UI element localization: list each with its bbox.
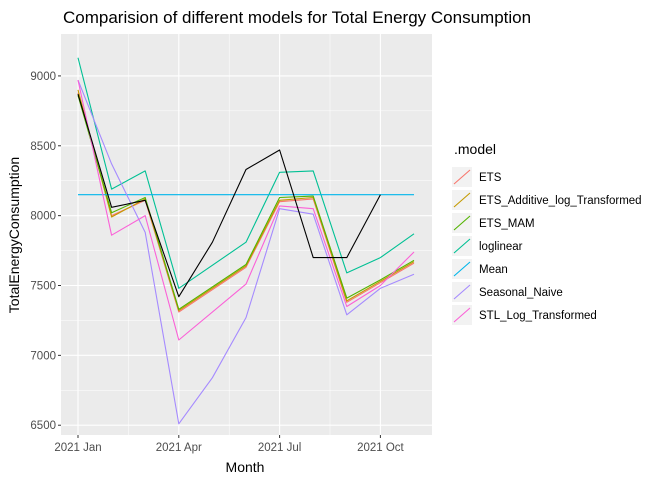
legend-label: loglinear [479,241,523,253]
legend-item-loglinear: loglinear [452,236,523,256]
legend-label: ETS_MAM [479,218,535,230]
y-tick-label: 6500 [30,420,56,432]
y-axis-title: TotalEnergyConsumption [6,157,22,313]
plot-panel [61,34,432,435]
legend-key-line [453,169,471,185]
chart-title: Comparision of different models for Tota… [63,8,531,27]
legend-label: ETS [479,172,502,184]
legend-item-ets: ETS [452,167,502,187]
legend-item-ets-additive-log-transformed: ETS_Additive_log_Transformed [452,190,642,210]
legend-title: .model [454,141,496,157]
legend-label: Seasonal_Naive [479,287,563,299]
series-line-stl-log-transformed [77,79,415,341]
legend-item-ets-mam: ETS_MAM [452,213,535,233]
x-tick-label: 2021 Jan [54,442,101,454]
x-tick-label: 2021 Apr [156,442,202,454]
legend: .model ETS ETS_Additive_log_Transformed ET… [452,141,642,325]
legend-label: STL_Log_Transformed [479,310,597,322]
series-line-seasonal-naive [77,79,415,425]
x-tick-label: 2021 Jul [258,442,301,454]
y-axis: 6500 7000 7500 8000 8500 9000 [30,71,61,432]
major-gridlines [61,34,432,435]
y-tick-label: 8500 [30,141,56,153]
y-tick-label: 7500 [30,280,56,292]
legend-key-line [453,215,471,231]
legend-item-stl-log-transformed: STL_Log_Transformed [452,305,597,325]
legend-item-seasonal-naive: Seasonal_Naive [452,282,563,302]
x-axis: 2021 Jan 2021 Apr 2021 Jul 2021 Oct [54,435,405,454]
legend-key-line [453,192,471,208]
actual-data-line [77,93,381,298]
legend-key-line [453,238,471,254]
x-tick-label: 2021 Oct [357,442,404,454]
legend-item-mean: Mean [452,259,508,279]
legend-label: ETS_Additive_log_Transformed [479,195,642,207]
y-tick-label: 8000 [30,211,56,223]
y-tick-label: 7000 [30,350,56,362]
series-line-ets-mam [77,95,415,310]
series-line-ets-additive-log-transformed [77,89,415,312]
series-lines [77,57,415,425]
y-tick-label: 9000 [30,71,56,83]
x-axis-title: Month [226,459,265,475]
legend-key-line [453,284,471,300]
legend-key-line [453,261,471,277]
legend-label: Mean [479,264,508,276]
series-line-loglinear [77,57,415,289]
minor-gridlines [61,34,432,435]
legend-key-line [453,307,471,323]
